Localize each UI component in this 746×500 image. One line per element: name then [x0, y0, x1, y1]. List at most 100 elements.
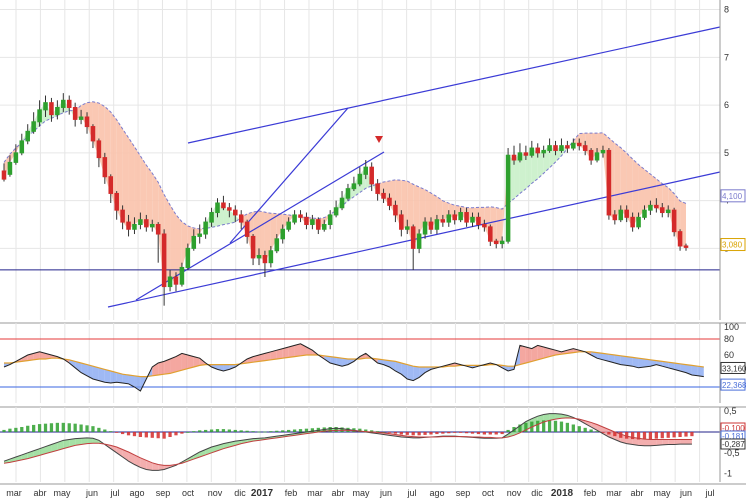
oscillator-fill [531, 345, 538, 362]
candle [256, 255, 262, 259]
trend-cloud-segment [650, 174, 657, 208]
macd-histogram-bar [553, 420, 558, 432]
oscillator-fill [81, 363, 88, 376]
trend-cloud-segment [9, 148, 16, 163]
candle [357, 173, 363, 185]
trendline-upper-channel [187, 26, 721, 144]
x-month-label: abr [630, 488, 643, 498]
macd-histogram-bar [67, 423, 71, 432]
trend-cloud-segment [597, 132, 603, 153]
x-year-label: 2018 [551, 488, 574, 499]
macd-fill [122, 449, 129, 462]
oscillator-fill [282, 347, 289, 359]
price-value-tag-label: 4,100 [722, 192, 743, 201]
x-month-label: dic [531, 488, 543, 498]
candle [7, 161, 13, 175]
macd-histogram-bar [32, 424, 36, 432]
macd-histogram-bar [292, 429, 297, 432]
candle [345, 188, 351, 199]
macd-histogram-bar [470, 432, 475, 434]
candle [304, 216, 309, 225]
candle [209, 212, 214, 223]
candle [292, 214, 297, 223]
candle [369, 166, 374, 185]
candle [179, 266, 185, 285]
candle [102, 157, 108, 178]
candle [321, 223, 327, 230]
oscillator-fill [98, 367, 105, 383]
macd-histogram-bar [459, 432, 463, 433]
macd-histogram-bar [221, 429, 226, 432]
trend-cloud-segment [662, 183, 669, 213]
candle [440, 219, 446, 223]
trendline-rising [135, 151, 385, 301]
trend-cloud-segment [128, 137, 135, 230]
macd-histogram-bar [506, 429, 510, 432]
macd-fill [87, 437, 93, 444]
candle [470, 216, 475, 223]
macd-panel: 0,50-0,5-1-0,100-0,181-0,287 [0, 406, 746, 482]
x-month-label: mar [6, 488, 22, 498]
candle [642, 209, 647, 218]
macd-histogram-bar [239, 430, 243, 432]
macd-histogram-bar [417, 432, 421, 436]
oscillator-fill [336, 357, 343, 367]
macd-fill [116, 447, 123, 457]
x-month-label: sep [156, 488, 171, 498]
x-year-label: 2017 [251, 488, 274, 499]
oscillator-fill [413, 366, 420, 381]
macd-histogram-bar [192, 431, 196, 432]
candle [547, 145, 552, 151]
x-month-label: feb [285, 488, 298, 498]
macd-fill [644, 439, 651, 446]
macd-histogram-bar [482, 432, 486, 435]
macd-histogram-bar [589, 429, 593, 432]
x-month-label: may [653, 488, 671, 498]
trend-cloud-segment [181, 221, 188, 268]
oscillator-line [3, 343, 704, 392]
candle [191, 235, 197, 249]
trend-cloud-segment [276, 213, 283, 239]
candle [624, 209, 629, 218]
macd-fill [140, 457, 147, 470]
candle [43, 102, 48, 111]
oscillator-fill [253, 355, 260, 363]
macd-histogram-bar [304, 428, 309, 432]
candle [482, 223, 487, 228]
oscillator-fill [39, 351, 46, 359]
oscillator-fill [288, 345, 295, 358]
macd-line [3, 413, 692, 471]
macd-histogram-bar [245, 430, 249, 432]
macd-histogram-bar [488, 432, 492, 435]
macd-histogram-bar [690, 432, 694, 437]
macd-histogram-bar [269, 431, 273, 432]
macd-histogram-bar [648, 432, 653, 440]
macd-fill [75, 438, 82, 446]
oscillator-fill [122, 374, 129, 384]
macd-value-tag-label: -0,100 [722, 424, 745, 433]
macd-tick-label: -0,5 [724, 448, 740, 458]
macd-histogram-bar [411, 432, 415, 436]
candle [576, 142, 582, 147]
macd-histogram-bar [387, 432, 392, 433]
macd-histogram-bar [257, 431, 261, 433]
x-month-label: ago [429, 488, 444, 498]
oscillator-fill [87, 364, 93, 379]
trend-cloud-segment [140, 155, 147, 227]
candle [671, 209, 677, 233]
x-month-label: ago [129, 488, 144, 498]
trend-cloud-segment [656, 178, 663, 213]
candle [387, 197, 392, 206]
candle [233, 209, 238, 216]
trend-cloud-segment [549, 145, 556, 168]
candle [375, 183, 380, 194]
candle [511, 154, 517, 161]
x-month-label: jun [379, 488, 392, 498]
candle [31, 121, 36, 132]
macd-fill [674, 439, 681, 445]
macd-histogram-bar [150, 432, 154, 438]
osc-tick-label: 100 [724, 322, 739, 332]
trend-cloud-segment [187, 225, 194, 249]
macd-fill [543, 413, 550, 422]
oscillator-fill [264, 351, 271, 361]
